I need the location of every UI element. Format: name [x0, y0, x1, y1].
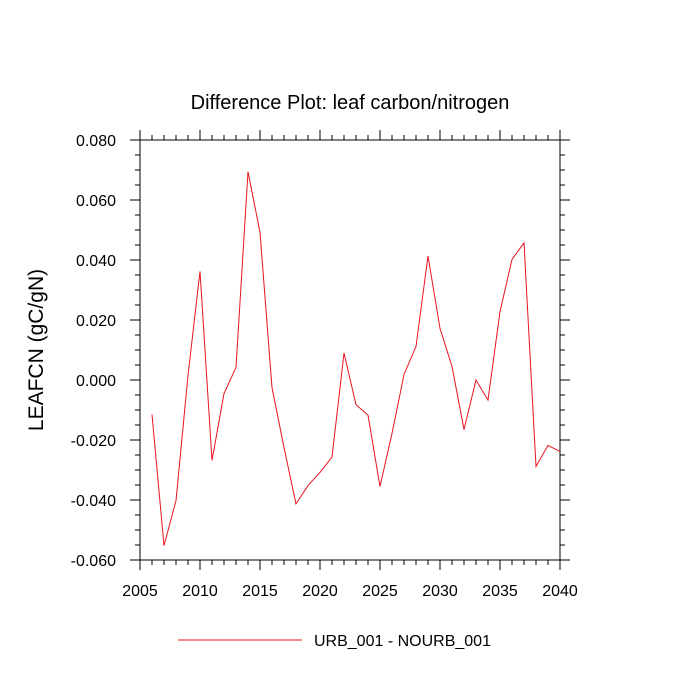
- x-tick-label: 2040: [542, 583, 578, 600]
- x-tick-label: 2030: [422, 583, 458, 600]
- y-tick-label: -0.060: [71, 553, 116, 570]
- x-tick-labels: 2005 2010 2015 2020 2025 2030 2035 2040: [122, 583, 578, 600]
- minor-ticks: [135, 135, 565, 565]
- y-tick-label: 0.060: [76, 193, 116, 210]
- y-tick-label: -0.020: [71, 433, 116, 450]
- y-tick-label: 0.040: [76, 253, 116, 270]
- legend: URB_001 - NOURB_001: [178, 633, 491, 650]
- x-tick-label: 2025: [362, 583, 398, 600]
- legend-label: URB_001 - NOURB_001: [314, 633, 491, 650]
- x-tick-label: 2020: [302, 583, 338, 600]
- y-tick-label: -0.040: [71, 493, 116, 510]
- y-tick-label: 0.000: [76, 373, 116, 390]
- x-tick-label: 2015: [242, 583, 278, 600]
- x-tick-label: 2035: [482, 583, 518, 600]
- series-layer: [151, 171, 561, 546]
- y-tick-label: 0.020: [76, 313, 116, 330]
- major-ticks: [130, 130, 570, 570]
- plot-frame: [139, 139, 561, 561]
- chart-title: Difference Plot: leaf carbon/nitrogen: [191, 92, 510, 114]
- plot-frame-rect: [139, 139, 561, 561]
- x-tick-label: 2010: [182, 583, 218, 600]
- y-tick-labels: -0.060 -0.040 -0.020 0.000 0.020 0.040 0.060 0.…: [71, 133, 116, 570]
- y-tick-label: 0.080: [76, 133, 116, 150]
- series-line: [151, 171, 561, 546]
- x-tick-label: 2005: [122, 583, 158, 600]
- y-axis-label: LEAFCN (gC/gN): [25, 269, 48, 431]
